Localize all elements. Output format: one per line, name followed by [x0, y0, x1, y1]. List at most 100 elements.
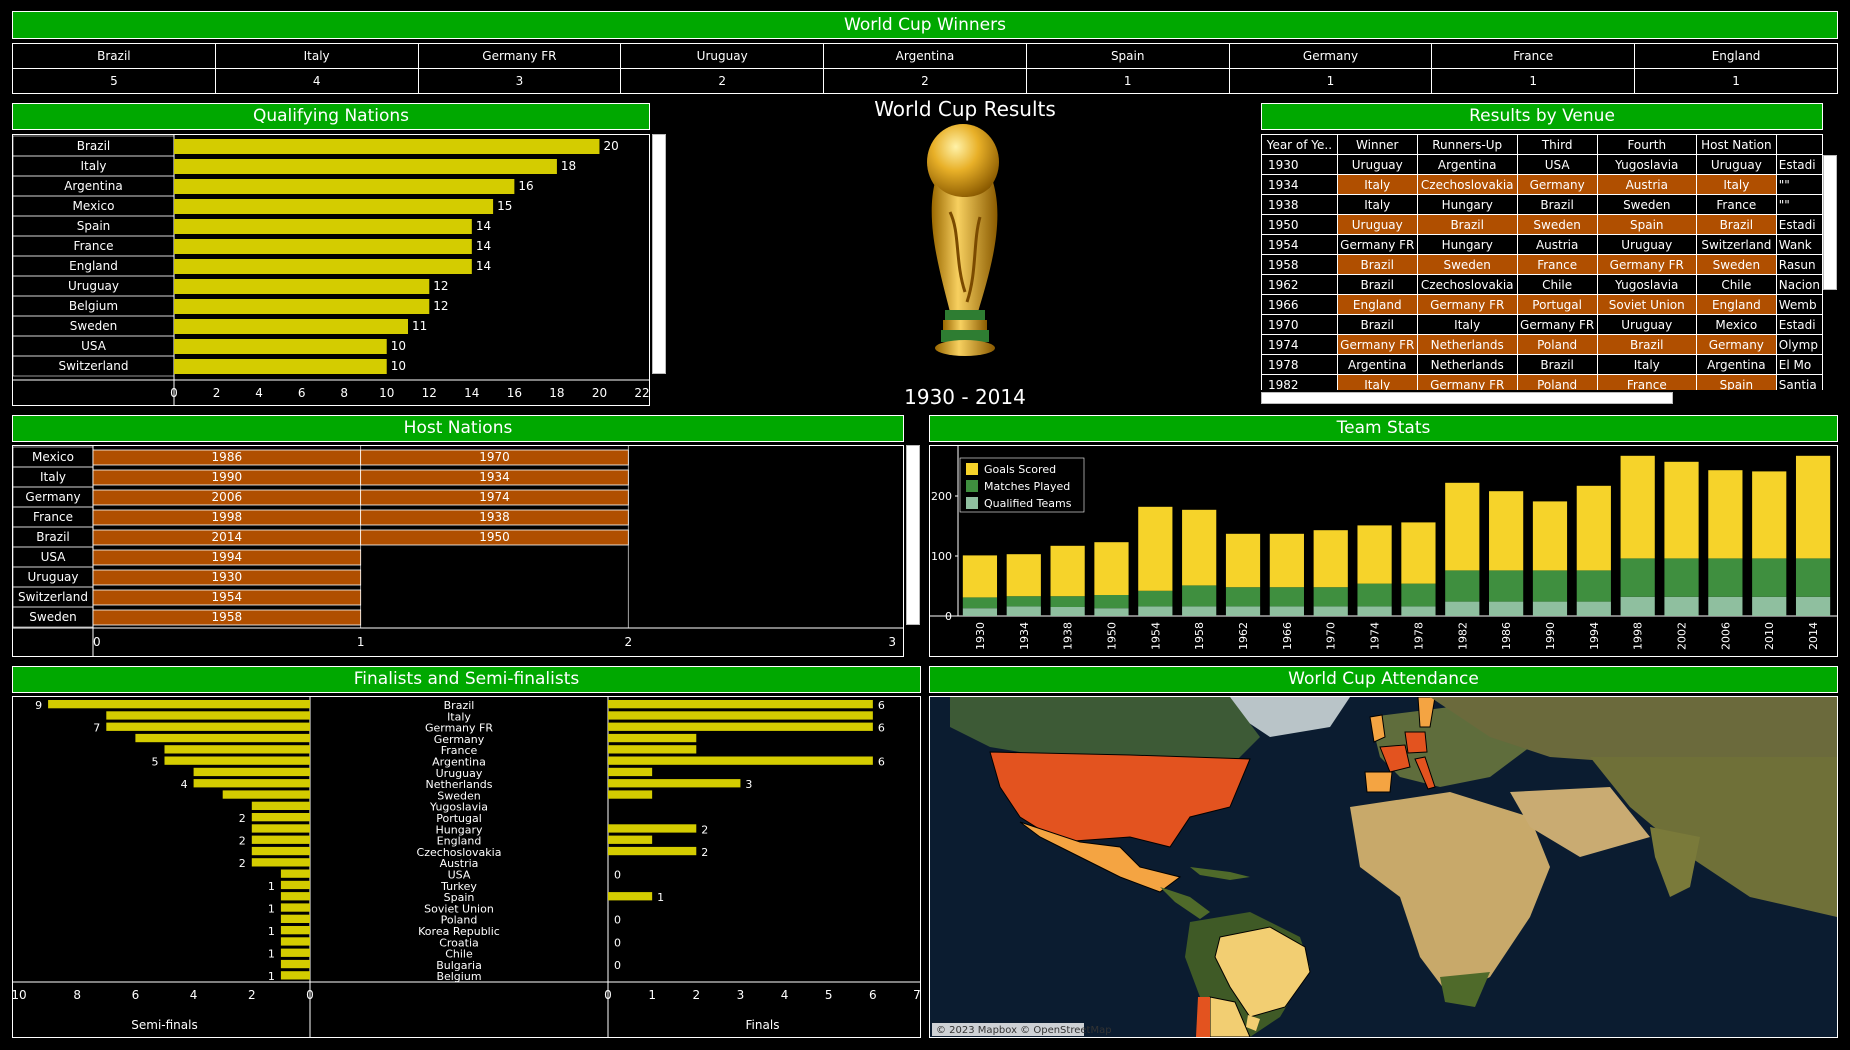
finalists-category-label: Germany	[434, 733, 485, 746]
venue-cell: England	[1336, 294, 1418, 315]
venue-table-viewport: Year of Ye.. Winner Runners-Up Third Fourth H…	[1261, 134, 1823, 390]
qualifying-x-tick: 0	[170, 386, 178, 400]
teamstats-x-tick: 1990	[1544, 622, 1557, 650]
teamstats-bar-qualified-teams	[1489, 601, 1524, 616]
semifinal-value-label: 5	[152, 756, 159, 769]
usa-shape	[989, 751, 1251, 848]
africa-shape	[1350, 792, 1550, 997]
venue-cell: 1930	[1261, 154, 1338, 175]
trophy-image	[927, 124, 999, 356]
venue-cell: Chile	[1695, 274, 1777, 295]
final-value-label: 6	[878, 699, 885, 712]
teamstats-bar-matches-played	[1182, 585, 1217, 607]
semifinal-value-label: 7	[93, 722, 100, 735]
final-value-label: 0	[614, 936, 621, 949]
final-value-label: 0	[614, 869, 621, 882]
semifinal-value-label: 1	[268, 902, 275, 915]
qualifying-category-label: Mexico	[73, 199, 115, 213]
semifinal-bar	[222, 790, 310, 799]
venue-vscrollbar[interactable]	[1823, 155, 1837, 290]
finalists-category-label: Belgium	[436, 970, 481, 983]
attendance-map[interactable]: © 2023 Mapbox © OpenStreetMap	[929, 696, 1838, 1038]
central-america-shape	[1160, 887, 1210, 919]
venue-cell: Uruguay	[1596, 234, 1697, 255]
venue-cell: Germany	[1516, 174, 1598, 195]
qualifying-value-label: 20	[603, 139, 618, 153]
qualifying-scrollbar[interactable]	[652, 134, 666, 374]
venue-cell: Santia	[1775, 374, 1823, 390]
qualifying-category-label: Spain	[77, 219, 111, 233]
venue-column-header[interactable]: Year of Ye..	[1261, 134, 1338, 155]
qualifying-x-tick: 8	[340, 386, 348, 400]
winner-name: Brazil	[12, 43, 216, 69]
india-shape	[1650, 827, 1700, 897]
venue-column-header[interactable]: Host Nation	[1695, 134, 1777, 155]
teamstats-bar-matches-played	[1050, 596, 1085, 607]
venue-cell: Brazil	[1596, 334, 1697, 355]
teamstats-bar-qualified-teams	[1050, 607, 1085, 616]
venue-cell: Netherlands	[1416, 354, 1518, 375]
hosts-category-label: Brazil	[36, 530, 70, 544]
hosts-category-label: Germany	[25, 490, 80, 504]
semifinal-value-label: 2	[239, 835, 246, 848]
semifinal-x-tick: 8	[73, 988, 81, 1002]
venue-column-header[interactable]: Third	[1516, 134, 1598, 155]
venue-cell: Germany FR	[1416, 374, 1518, 390]
teamstats-y-tick: 0	[945, 610, 952, 623]
qualifying-x-tick: 14	[464, 386, 479, 400]
teamstats-bar-goals-scored	[1620, 455, 1655, 559]
qualifying-x-tick: 4	[255, 386, 263, 400]
venue-cell: Sweden	[1516, 214, 1598, 235]
semifinal-x-tick: 4	[190, 988, 198, 1002]
qualifying-bar	[174, 359, 387, 374]
teamstats-x-tick: 2014	[1807, 622, 1820, 650]
final-bar	[608, 733, 697, 743]
teamstats-bar-matches-played	[962, 597, 998, 609]
finalists-category-label: Austria	[440, 857, 479, 870]
final-x-tick: 7	[913, 988, 920, 1002]
venue-hscrollbar[interactable]	[1261, 392, 1673, 404]
teamstats-bar-qualified-teams	[1269, 606, 1304, 616]
teamstats-bar-matches-played	[1138, 590, 1173, 607]
teamstats-bar-qualified-teams	[1664, 596, 1699, 616]
hosts-segment-label: 1994	[212, 550, 243, 564]
semifinal-value-label: 1	[268, 880, 275, 893]
hosts-segment-label: 1998	[212, 510, 243, 524]
winner-name: England	[1634, 43, 1838, 69]
qualifying-value-label: 14	[476, 219, 491, 233]
center-years: 1930 - 2014	[904, 385, 1026, 409]
mexico-shape	[1019, 821, 1182, 893]
semifinal-value-label: 1	[268, 970, 275, 983]
teamstats-bar-matches-played	[1445, 570, 1480, 602]
venue-cell: Argentina	[1416, 154, 1518, 175]
semifinal-x-tick: 2	[248, 988, 256, 1002]
qualifying-bar	[174, 139, 600, 154]
teamstats-legend-label: Matches Played	[984, 480, 1070, 493]
venue-cell: 1966	[1261, 294, 1338, 315]
venue-column-header[interactable]: Fourth	[1596, 134, 1697, 155]
final-bar	[608, 824, 697, 833]
teamstats-x-tick: 2010	[1763, 622, 1776, 650]
final-bar	[608, 711, 873, 720]
qualifying-value-label: 15	[497, 199, 512, 213]
venue-cell: Brazil	[1336, 254, 1418, 275]
hosts-bar-segment	[92, 589, 362, 606]
teamstats-x-tick: 1974	[1369, 622, 1382, 650]
venue-column-header[interactable]: Runners-Up	[1416, 134, 1518, 155]
teamstats-legend-swatch	[966, 497, 978, 509]
venue-cell: Nacion	[1775, 274, 1823, 295]
winner-name: Italy	[214, 43, 419, 69]
teamstats-bar-goals-scored	[1269, 533, 1304, 588]
hosts-scrollbar[interactable]	[906, 445, 920, 625]
venue-cell: Wemb	[1775, 294, 1823, 315]
venue-cell: 1962	[1261, 274, 1338, 295]
final-x-tick: 5	[825, 988, 833, 1002]
venue-column-header[interactable]: Winner	[1336, 134, 1418, 155]
final-bar	[608, 745, 697, 754]
venue-cell: Portugal	[1516, 294, 1598, 315]
finalists-category-label: France	[441, 744, 478, 757]
teamstats-bar-goals-scored	[1225, 533, 1261, 588]
teamstats-bar-qualified-teams	[1752, 596, 1787, 616]
teamstats-x-tick: 2006	[1719, 622, 1732, 650]
venue-cell: 1974	[1261, 334, 1338, 355]
